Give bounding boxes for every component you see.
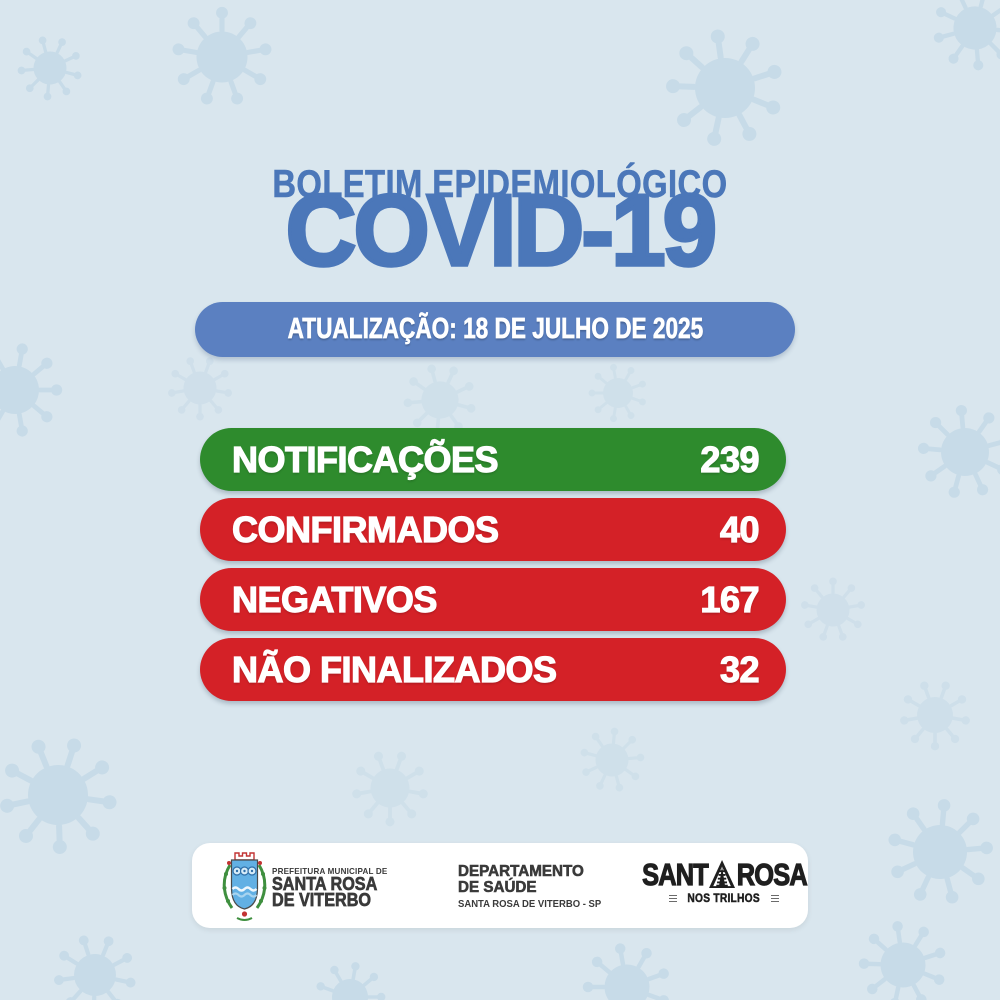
stat-pill-negativos: NEGATIVOS 167 — [200, 568, 786, 631]
stat-pill-confirmados: CONFIRMADOS 40 — [200, 498, 786, 561]
brand-word-right: ROSA — [736, 857, 808, 892]
stats-list: NOTIFICAÇÕES 239 CONFIRMADOS 40 NEGATIVO… — [200, 428, 786, 701]
stat-label: NEGATIVOS — [231, 578, 438, 620]
bulletin-title: COVID-19 — [0, 175, 1000, 287]
stat-label: NOTIFICAÇÕES — [231, 438, 499, 480]
city-coat-of-arms-icon — [222, 852, 267, 921]
brand-tagline: NOS TRILHOS — [687, 891, 761, 906]
stat-pill-notificacoes: NOTIFICAÇÕES 239 — [200, 428, 786, 491]
department-line3: SANTA ROSA DE VITERBO - SP — [458, 899, 602, 910]
brand-word-left: SANT — [641, 857, 709, 892]
bulletin-subtitle: BOLETIM EPIDEMIOLÓGICO — [0, 163, 1000, 207]
railroad-trestle-a-icon — [708, 860, 735, 888]
stat-pill-nao-finalizados: NÃO FINALIZADOS 32 — [200, 638, 786, 701]
city-hall-wordmark: PREFEITURA MUNICIPAL DE SANTA ROSA DE VI… — [272, 866, 394, 910]
brand-tagline-row: NOS TRILHOS — [669, 891, 779, 906]
city-hall-line3: DE VITERBO — [272, 890, 372, 910]
stat-value: 40 — [719, 508, 760, 550]
bulletin-subtitle-text: BOLETIM EPIDEMIOLÓGICO — [272, 163, 728, 207]
stat-value: 32 — [719, 648, 760, 690]
health-department-wordmark: DEPARTAMENTO DE SAÚDE SANTA ROSA DE VITE… — [458, 863, 609, 910]
city-hall-line1: PREFEITURA MUNICIPAL DE — [272, 866, 388, 876]
stat-value: 167 — [700, 578, 760, 620]
brand-wordmark-row: SANT ROSA — [641, 857, 808, 892]
department-line1: DEPARTAMENTO — [458, 863, 584, 880]
footer-logos-card: PREFEITURA MUNICIPAL DE SANTA ROSA DE VI… — [192, 843, 808, 928]
department-line2: DE SAÚDE — [458, 878, 537, 896]
santa-rosa-brand-logo: SANT ROSA NOS TRILHOS — [641, 858, 808, 906]
update-date-text: ATUALIZAÇÃO: 18 DE JULHO DE 2025 — [287, 313, 703, 346]
stat-label: CONFIRMADOS — [231, 508, 499, 550]
city-hall-line2: SANTA ROSA — [272, 874, 378, 894]
tagline-left-mark-icon — [669, 894, 678, 902]
update-date-badge: ATUALIZAÇÃO: 18 DE JULHO DE 2025 — [195, 302, 795, 357]
stat-label: NÃO FINALIZADOS — [231, 648, 557, 690]
stat-value: 239 — [700, 438, 760, 480]
bulletin-title-text: COVID-19 — [284, 175, 719, 287]
tagline-right-mark-icon — [770, 894, 779, 902]
